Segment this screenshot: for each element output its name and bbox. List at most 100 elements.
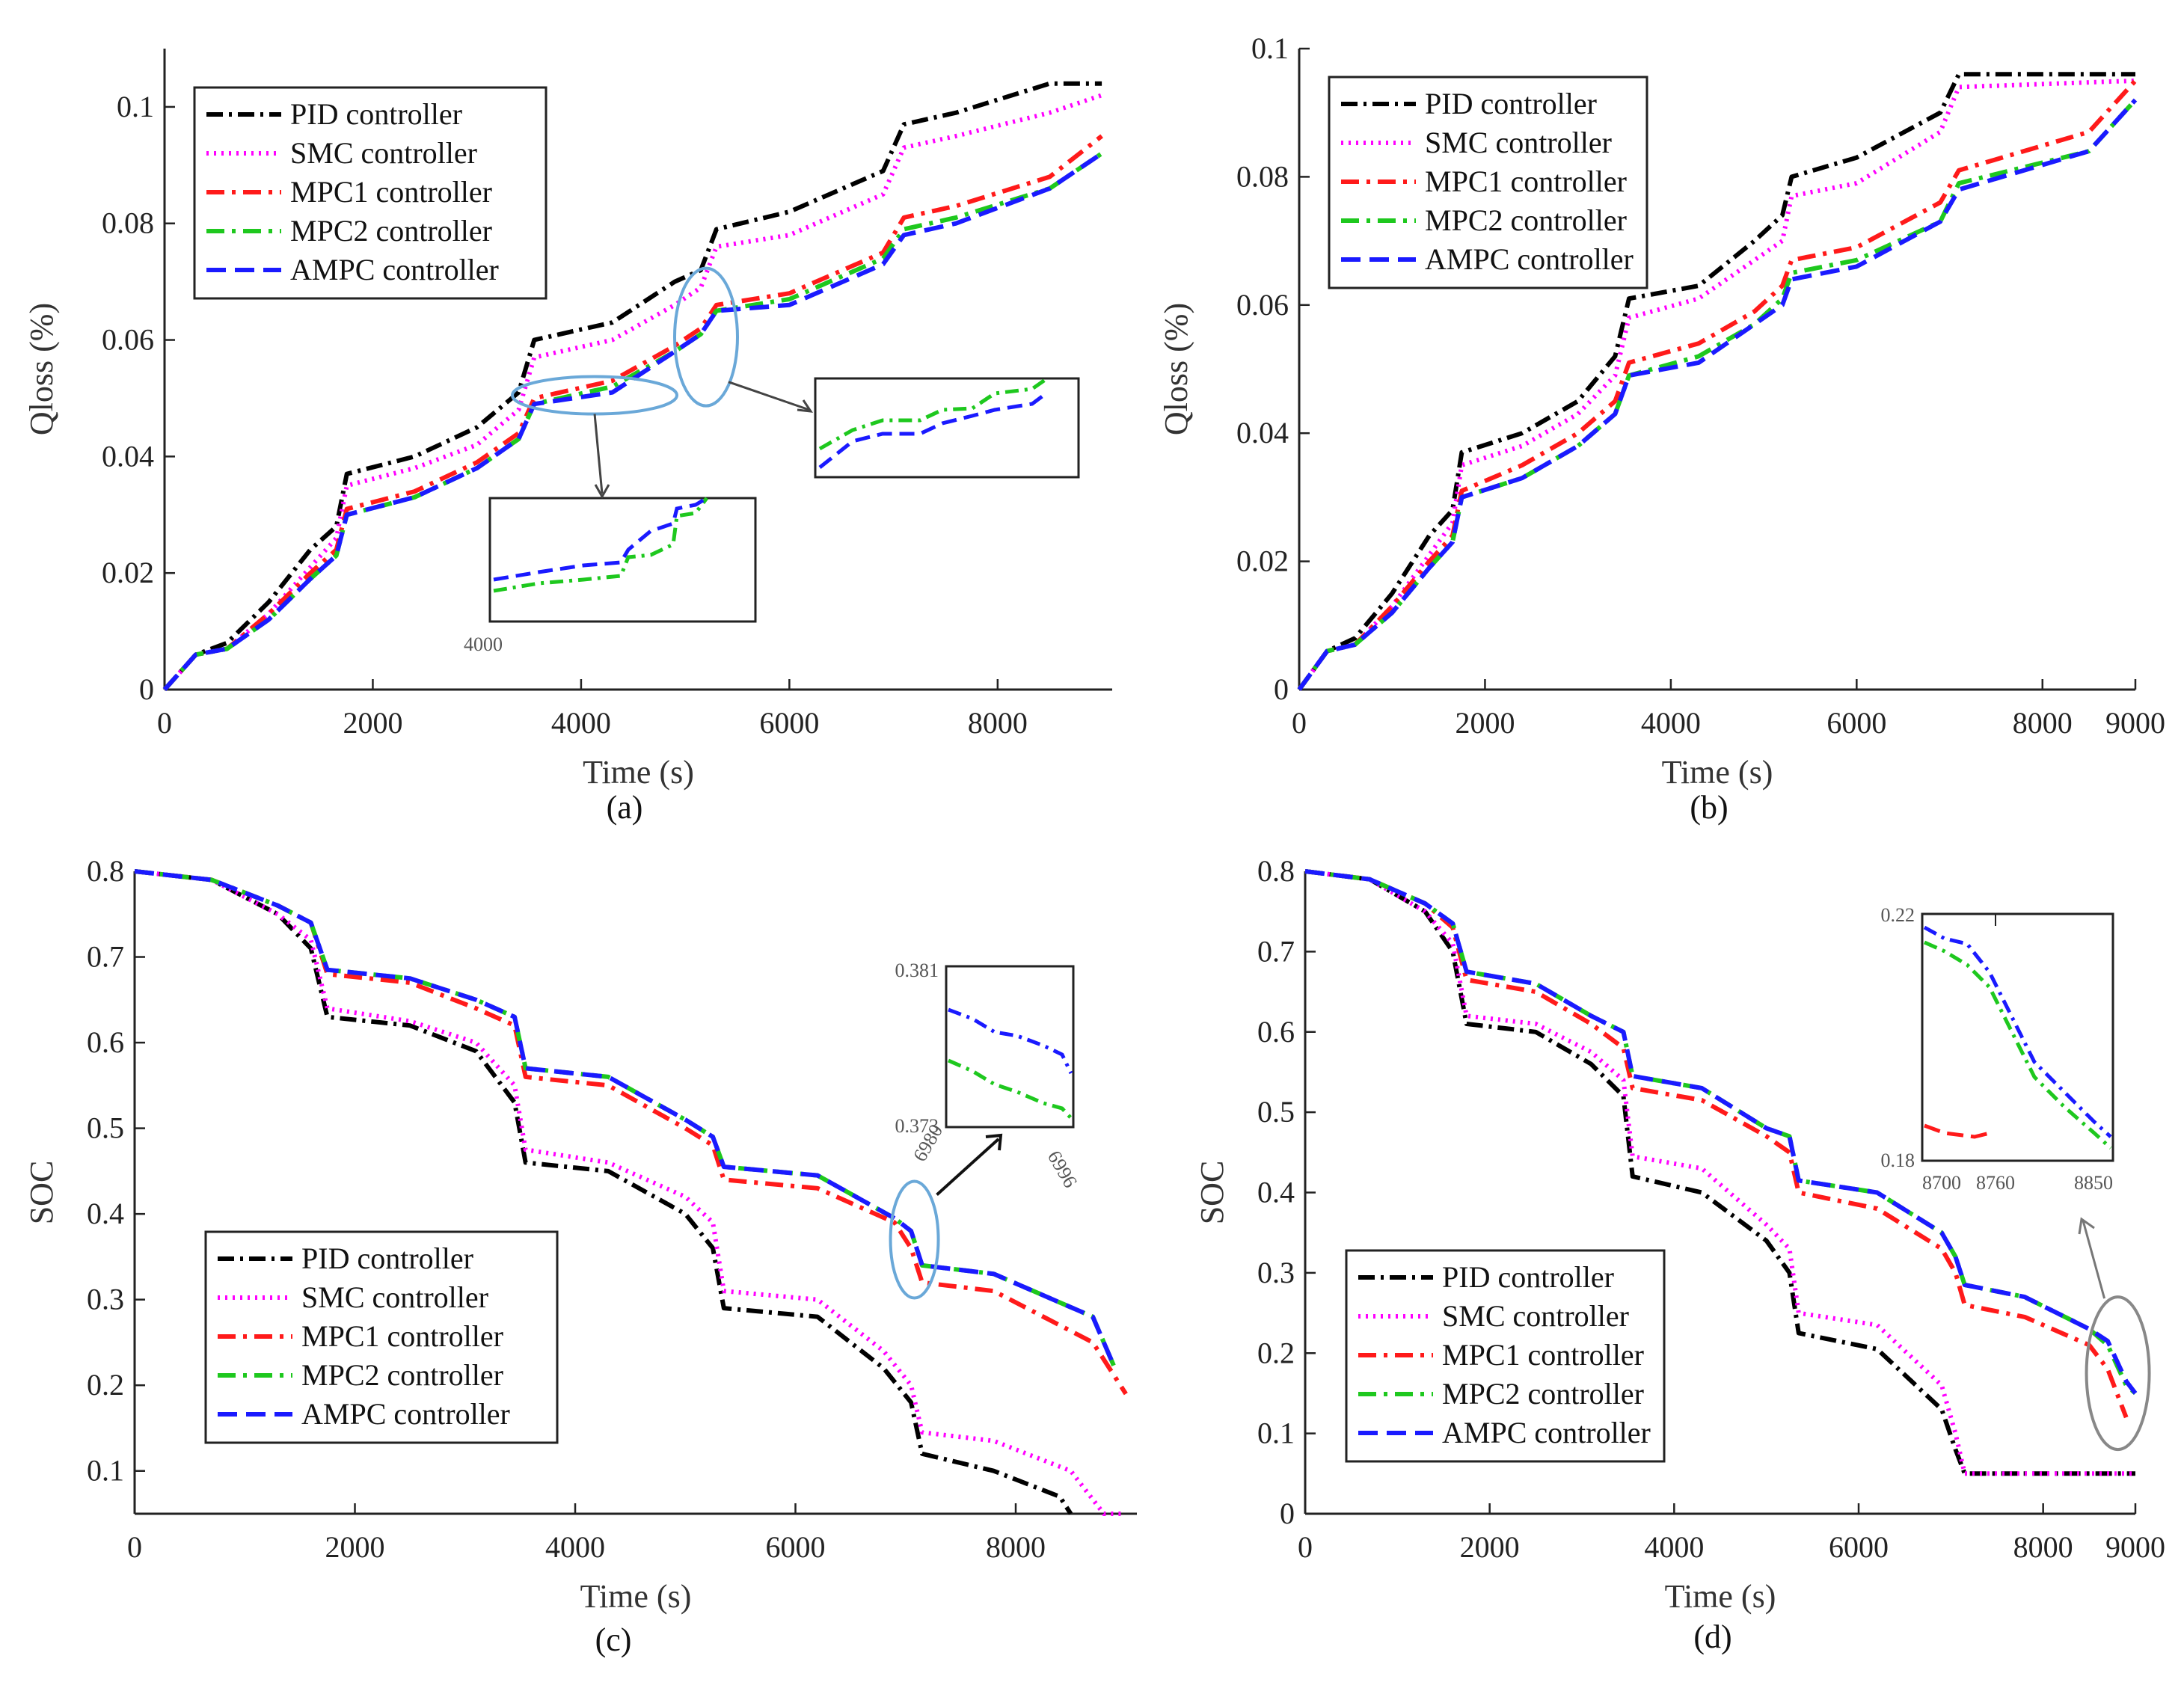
series-line-pid [1304, 869, 2135, 1476]
legend-label: AMPC controller [301, 1397, 510, 1431]
y-tick-label: 0 [1274, 672, 1289, 706]
y-axis-label: SOC [23, 1161, 60, 1225]
x-tick-label: 4000 [1644, 1530, 1704, 1564]
x-tick-label: 6000 [766, 1530, 826, 1564]
y-tick-label: 0.2 [1257, 1336, 1295, 1369]
y-tick-label: 0.5 [1257, 1095, 1295, 1129]
y-tick-label: 0.8 [87, 854, 124, 888]
zoom-inset [814, 376, 1080, 479]
x-tick-label: 8000 [968, 706, 1028, 740]
panel-caption: (d) [1693, 1618, 1731, 1655]
legend-label: MPC2 controller [1425, 203, 1627, 237]
panel-c: 0.1 0.2 0.3 0.4 0.5 0.6 0.7 0.8 0 2000 4000 6000 800… [23, 854, 1137, 1658]
x-tick-label: 0 [157, 706, 172, 740]
x-tick-label: 6000 [1829, 1530, 1889, 1564]
x-tick-label: 6000 [1826, 706, 1886, 740]
x-tick-label: 9000 [2105, 706, 2165, 740]
series-line-mpc1 [162, 134, 1103, 692]
zoom-arrow [593, 414, 604, 494]
inset-tick-label: 0.22 [1881, 904, 1915, 926]
x-tick-label: 8000 [2013, 706, 2073, 740]
legend-label: PID controller [290, 97, 462, 131]
panel-b: 0 0.02 0.04 0.06 0.08 0.1 0 2000 4000 6000 8000 900… [1158, 31, 2165, 826]
zoom-arrowhead [985, 1133, 1003, 1151]
inset-frame [945, 965, 1075, 1129]
y-tick-label: 0.06 [1236, 288, 1289, 322]
y-tick-label: 0.7 [1257, 934, 1295, 968]
y-tick-label: 0.08 [1236, 159, 1289, 193]
y-tick-label: 0.1 [1251, 31, 1289, 65]
x-tick-label: 4000 [545, 1530, 605, 1564]
legend-label: MPC1 controller [1425, 165, 1627, 198]
inset-frame [814, 377, 1080, 479]
x-tick-label: 2000 [1455, 706, 1515, 740]
zoom-arrowhead [2078, 1217, 2095, 1235]
legend-label: PID controller [1442, 1260, 1614, 1294]
legend-label: PID controller [301, 1242, 473, 1275]
inset-line [818, 376, 1049, 451]
series-line-smc [134, 869, 1126, 1516]
series-line-pid [162, 81, 1102, 692]
panel-caption: (a) [607, 789, 643, 826]
legend-label: AMPC controller [1442, 1416, 1651, 1449]
x-tick-label: 2000 [325, 1530, 385, 1564]
legend-label: MPC2 controller [290, 214, 492, 248]
y-tick-label: 0.7 [87, 940, 124, 974]
x-tick-label: 0 [1298, 1530, 1313, 1564]
y-tick-label: 0.8 [1257, 854, 1295, 888]
legend-label: AMPC controller [290, 253, 499, 286]
inset-line [818, 391, 1049, 469]
y-axis-label: Qloss (%) [23, 303, 60, 435]
legend-label: MPC1 controller [1442, 1338, 1644, 1372]
y-tick-label: 0.5 [87, 1111, 124, 1145]
inset-tick-label: 0.18 [1881, 1150, 1915, 1171]
y-tick-label: 0.4 [1257, 1176, 1295, 1209]
y-axis-label: SOC [1194, 1161, 1230, 1225]
series-line-pid [1297, 72, 2135, 691]
inset-line [493, 497, 708, 593]
series-line-mpc1 [1304, 869, 2129, 1419]
zoom-arrow [728, 381, 810, 411]
zoom-arrow [2082, 1220, 2106, 1299]
zoom-inset: 0.22 0.18 8700 8760 8850 [1881, 904, 2114, 1194]
zoom-arrowhead [797, 399, 814, 413]
series-line-mpc1 [1297, 79, 2138, 691]
y-tick-label: 0.4 [87, 1197, 124, 1230]
legend-label: MPC1 controller [290, 175, 492, 209]
x-tick-label: 0 [1292, 706, 1307, 740]
legend-label: AMPC controller [1425, 242, 1634, 276]
x-axis-label: Time (s) [1662, 754, 1773, 791]
inset-tick-label: 8850 [2074, 1172, 2113, 1194]
series-line-pid [134, 869, 1073, 1515]
inset-tick-label: 8700 [1922, 1172, 1961, 1194]
series-line-ampc [1297, 98, 2138, 691]
zoom-arrowhead [594, 484, 610, 500]
inset-tick-label: 4000 [464, 633, 503, 655]
x-axis-label: Time (s) [583, 754, 694, 791]
zoom-ellipse [2085, 1295, 2151, 1452]
y-tick-label: 0.1 [87, 1454, 124, 1488]
x-tick-label: 8000 [2013, 1530, 2073, 1564]
legend-label: SMC controller [290, 136, 477, 170]
legend-label: SMC controller [301, 1280, 488, 1314]
panel-caption: (c) [595, 1621, 632, 1658]
y-tick-label: 0 [139, 672, 154, 706]
x-tick-label: 4000 [551, 706, 611, 740]
series-line-ampc [162, 151, 1103, 692]
y-tick-label: 0.3 [1257, 1256, 1295, 1289]
legend-label: SMC controller [1425, 126, 1612, 159]
x-axis-label: Time (s) [1665, 1578, 1776, 1615]
x-tick-label: 4000 [1641, 706, 1701, 740]
series-line-smc [1304, 869, 2135, 1476]
zoom-arrow [936, 1138, 1000, 1196]
y-tick-label: 0.04 [1236, 416, 1289, 449]
x-tick-label: 2000 [343, 706, 402, 740]
legend-label: MPC1 controller [301, 1319, 503, 1353]
legend-label: PID controller [1425, 87, 1597, 120]
y-tick-label: 0.02 [1236, 544, 1289, 578]
x-tick-label: 8000 [986, 1530, 1046, 1564]
y-tick-label: 0.06 [102, 323, 154, 357]
x-axis-label: Time (s) [580, 1578, 692, 1615]
inset-line [1923, 940, 2112, 1150]
